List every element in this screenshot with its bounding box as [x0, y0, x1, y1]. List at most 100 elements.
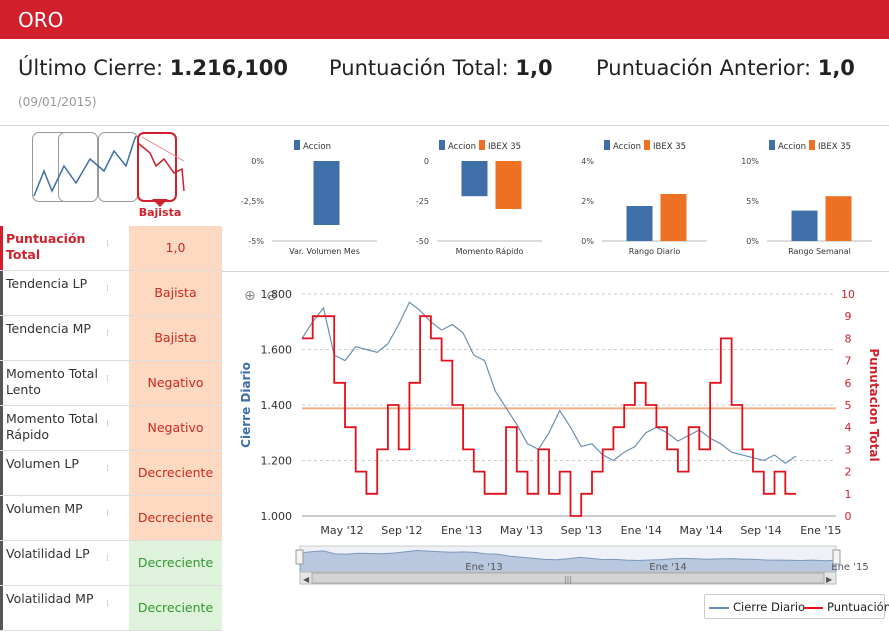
indicator-label: Volumen LP — [0, 451, 108, 495]
x-tick-label: Sep '14 — [740, 524, 781, 537]
tick-label: -50 — [416, 237, 429, 246]
x-tick-label: Ene '13 — [441, 524, 482, 537]
right-tick-label: 6 — [845, 377, 852, 390]
legend-puntuacion[interactable]: Puntuación — [803, 600, 889, 614]
indicator-value: Decreciente — [129, 541, 222, 585]
x-tick-label: Sep '12 — [381, 524, 422, 537]
navigator-label: Ene '15 — [831, 562, 868, 573]
drag-handle-icon[interactable]: ⁞ — [106, 554, 109, 564]
tick-label: 0% — [251, 157, 264, 166]
indicator-row: Volatilidad MP ⁞ Decreciente — [0, 586, 222, 631]
drag-handle-icon[interactable]: ⁞ — [106, 599, 109, 609]
indicator-row: Tendencia LP ⁞ Bajista — [0, 271, 222, 316]
legend-swatch — [809, 140, 815, 150]
bar — [313, 161, 340, 225]
x-tick-label: Ene '14 — [621, 524, 662, 537]
indicator-label: Tendencia MP — [0, 316, 108, 360]
trend-selector[interactable] — [32, 131, 187, 203]
indicator-row: Momento Total Lento ⁞ Negativo — [0, 361, 222, 406]
chart-legend[interactable]: Cierre Diario Puntuación — [704, 594, 889, 619]
left-tick-label: 1.600 — [261, 344, 293, 357]
indicator-row: Momento Total Rápido ⁞ Negativo — [0, 406, 222, 451]
indicator-value: Negativo — [129, 406, 222, 450]
tick-label: -5% — [248, 237, 264, 246]
scroll-grip-icon: ||| — [564, 575, 572, 584]
legend-label: Accion — [613, 142, 641, 152]
right-tick-label: 3 — [845, 443, 852, 456]
legend-swatch — [604, 140, 610, 150]
right-tick-label: 2 — [845, 466, 852, 479]
right-tick-label: 7 — [845, 355, 852, 368]
legend-label: Accion — [778, 142, 806, 152]
asset-title: ORO — [18, 8, 64, 32]
indicator-label: Puntuación Total — [0, 226, 108, 270]
left-tick-label: 1.400 — [261, 399, 293, 412]
drag-handle-icon[interactable]: ⁞ — [106, 509, 109, 519]
indicator-label: Momento Total Lento — [0, 361, 108, 405]
bar — [495, 161, 522, 209]
indicator-row: Puntuación Total ⁞ 1,0 — [0, 226, 222, 271]
zoom-out-icon: ⊖ — [266, 288, 278, 304]
legend-cierre[interactable]: Cierre Diario — [709, 600, 805, 614]
legend-swatch — [769, 140, 775, 150]
zoom-in-icon: ⊕ — [244, 288, 256, 304]
scrollbar-thumb — [311, 572, 825, 584]
tick-label: 10% — [741, 157, 759, 166]
indicator-label: Momento Total Rápido — [0, 406, 108, 450]
legend-label: IBEX 35 — [818, 142, 851, 152]
legend-label: Accion — [303, 142, 331, 152]
ultimo-cierre: Último Cierre: 1.216,100 — [18, 56, 289, 80]
drag-handle-icon[interactable]: ⁞ — [106, 374, 109, 384]
main-line-chart: ⊕ ⊖ 1.000 1.200 1.400 1.600 1.800 0 1 2 3 4 5 6 7 8 9 10 C… — [239, 288, 881, 585]
right-tick-label: 9 — [845, 310, 852, 323]
bar — [461, 161, 488, 197]
x-tick-label: Sep '13 — [561, 524, 602, 537]
tick-label: 0% — [746, 237, 759, 246]
indicator-row: Volumen MP ⁞ Decreciente — [0, 496, 222, 541]
legend-swatch — [644, 140, 650, 150]
drag-handle-icon[interactable]: ⁞ — [106, 284, 109, 294]
indicator-label: Volatilidad LP — [0, 541, 108, 585]
navigator-label: Ene '14 — [649, 562, 686, 573]
bar — [825, 196, 852, 241]
indicator-label: Volatilidad MP — [0, 586, 108, 630]
drag-handle-icon[interactable]: ⁞ — [106, 464, 109, 474]
indicator-row: Volatilidad LP ⁞ Decreciente — [0, 541, 222, 586]
selected-trend-pointer — [152, 199, 168, 207]
legend-swatch — [439, 140, 445, 150]
right-tick-label: 1 — [845, 488, 852, 501]
puntuacion-anterior: Puntuación Anterior: 1,0 — [596, 56, 855, 80]
x-tick-label: Ene '15 — [800, 524, 841, 537]
navigator-series — [299, 549, 837, 573]
indicator-value: Decreciente — [129, 586, 222, 630]
indicator-value: Bajista — [129, 271, 222, 315]
selected-trend-label: Bajista — [138, 206, 182, 219]
tick-label: -2,5% — [241, 197, 265, 206]
drag-handle-icon[interactable]: ⁞ — [106, 239, 109, 249]
right-tick-label: 10 — [841, 288, 855, 301]
bar — [626, 206, 653, 241]
tick-label: -25 — [416, 197, 429, 206]
bar — [660, 194, 687, 241]
legend-swatch — [479, 140, 485, 150]
scroll-left-icon: ◀ — [303, 575, 310, 584]
scroll-right-icon: ▶ — [826, 575, 833, 584]
divider — [222, 271, 889, 272]
series-cierre-diario — [301, 301, 797, 465]
close-date: (09/01/2015) — [18, 95, 97, 109]
legend-label: IBEX 35 — [488, 142, 521, 152]
right-axis-title: Punutacion Total — [867, 348, 881, 461]
legend-swatch — [294, 140, 300, 150]
drag-handle-icon[interactable]: ⁞ — [106, 419, 109, 429]
category-label: Rango Semanal — [788, 247, 851, 256]
tick-label: 0% — [581, 237, 594, 246]
trend-icon-art — [33, 135, 185, 197]
indicator-list: Puntuación Total ⁞ 1,0 Tendencia LP ⁞ Bajista… — [0, 226, 222, 631]
indicator-label: Tendencia LP — [0, 271, 108, 315]
tick-label: 5% — [746, 197, 759, 206]
indicator-value: Decreciente — [129, 451, 222, 495]
legend-label: IBEX 35 — [653, 142, 686, 152]
category-label: Rango Diario — [629, 247, 681, 256]
drag-handle-icon[interactable]: ⁞ — [106, 329, 109, 339]
indicator-row: Volumen LP ⁞ Decreciente — [0, 451, 222, 496]
